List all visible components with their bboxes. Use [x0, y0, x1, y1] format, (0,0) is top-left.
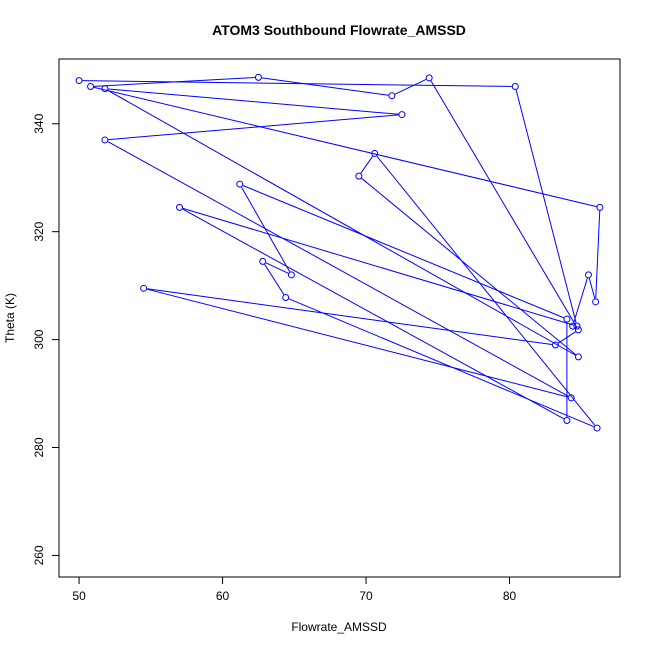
series-segment [558, 331, 576, 344]
data-point [563, 315, 571, 323]
series-segment [588, 278, 596, 299]
data-point [287, 271, 295, 279]
series-segment [595, 210, 601, 299]
series-segment [93, 86, 597, 208]
data-point [569, 322, 577, 330]
series-segment [261, 77, 389, 96]
data-point [593, 424, 601, 432]
y-tick-label: 340 [32, 113, 46, 133]
data-point [573, 322, 581, 330]
series-segment [361, 177, 577, 356]
data-point [236, 180, 244, 188]
series-segment [264, 264, 285, 295]
series-segment [376, 155, 596, 426]
data-point [574, 353, 582, 361]
data-point [371, 149, 379, 157]
series-segment [82, 80, 512, 87]
y-tick-label: 320 [32, 221, 46, 241]
series-segment [242, 185, 564, 319]
y-tick-label: 260 [32, 545, 46, 565]
series-segment [107, 89, 576, 356]
series-segment [147, 288, 553, 345]
series-segment [182, 207, 574, 326]
x-tick-label: 70 [359, 589, 373, 603]
data-point [563, 417, 571, 425]
data-point [176, 203, 184, 211]
data-point [87, 83, 95, 91]
data-point [388, 92, 396, 100]
y-tick-label: 300 [32, 329, 46, 349]
series-segment [394, 78, 427, 95]
chart-title: ATOM3 Southbound Flowrate_AMSSD [212, 22, 466, 38]
series-segment [515, 89, 577, 323]
data-point [398, 111, 406, 119]
data-point [282, 293, 290, 301]
x-axis: 50 60 70 80 [72, 576, 517, 603]
data-point [511, 83, 519, 91]
data-point [254, 73, 262, 81]
x-tick-label: 50 [72, 589, 86, 603]
series-segment [94, 77, 255, 87]
series-group [75, 73, 604, 432]
series-segment [288, 298, 595, 428]
x-tick-label: 80 [503, 589, 517, 603]
series-segment [430, 80, 578, 328]
data-point [259, 257, 267, 265]
x-axis-label: Flowrate_AMSSD [291, 620, 387, 634]
data-point [567, 394, 575, 402]
y-axis: 260 280 300 320 340 [32, 113, 60, 565]
series-segment [241, 186, 291, 273]
series-segment [107, 141, 569, 397]
data-point [425, 74, 433, 82]
y-tick-label: 280 [32, 437, 46, 457]
series-segment [108, 88, 399, 115]
data-point [140, 284, 148, 292]
series-segment [573, 278, 588, 323]
data-point [592, 298, 600, 306]
data-point [596, 203, 604, 211]
data-point [101, 136, 109, 144]
data-point [574, 326, 582, 334]
series-segment [146, 288, 568, 398]
series-segment [182, 208, 565, 420]
y-axis-label: Theta (K) [3, 293, 17, 343]
data-point [101, 85, 109, 93]
series-segment [360, 156, 374, 174]
data-point [355, 172, 363, 180]
data-point [551, 341, 559, 349]
data-point [75, 77, 83, 85]
x-tick-label: 60 [216, 589, 230, 603]
series-segment [265, 262, 289, 274]
series-segment [108, 114, 399, 141]
data-point [584, 271, 592, 279]
